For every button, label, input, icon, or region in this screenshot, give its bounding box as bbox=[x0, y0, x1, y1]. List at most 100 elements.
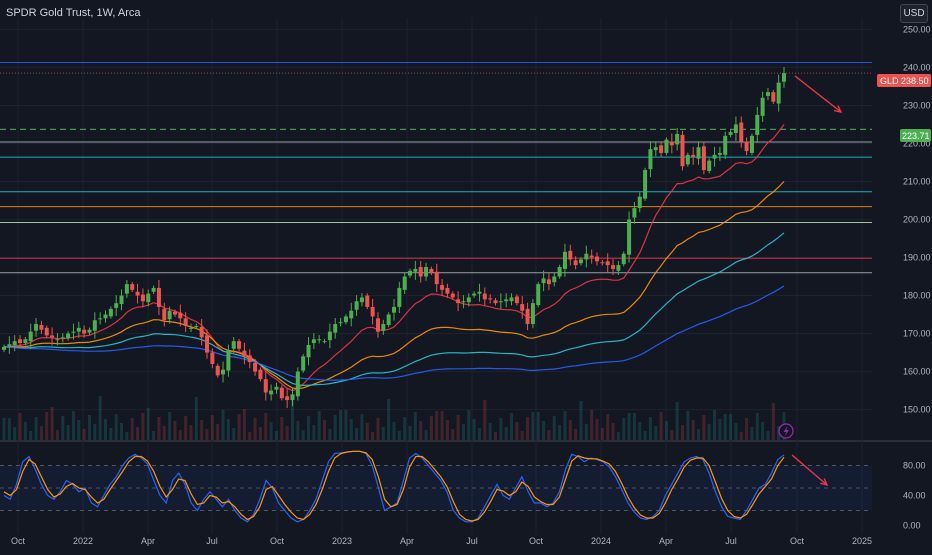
volume-bar bbox=[2, 418, 6, 440]
volume-bar bbox=[339, 410, 343, 440]
volume-bar bbox=[98, 396, 102, 440]
volume-bar bbox=[494, 432, 498, 440]
candle-body bbox=[541, 278, 546, 284]
candle-body bbox=[146, 293, 151, 303]
stoch-down-arrow bbox=[791, 454, 828, 486]
volume-bar bbox=[290, 398, 294, 440]
candle-body bbox=[536, 284, 541, 306]
volume-bar bbox=[7, 418, 11, 440]
volume-bar bbox=[627, 413, 631, 440]
volume-bar bbox=[723, 414, 727, 440]
candle-body bbox=[178, 312, 183, 319]
volume-bar bbox=[408, 426, 412, 440]
volume-bar bbox=[424, 430, 428, 440]
candle-body bbox=[333, 324, 338, 333]
volume-bar bbox=[670, 430, 674, 440]
volume-bar bbox=[253, 418, 257, 440]
lightning-icon[interactable] bbox=[778, 423, 794, 439]
candle-body bbox=[66, 333, 71, 339]
candle-body bbox=[504, 299, 509, 302]
candle-body bbox=[408, 270, 413, 276]
volume-bar bbox=[55, 430, 59, 440]
volume-bar bbox=[189, 425, 193, 440]
volume-bar bbox=[77, 420, 81, 440]
candle-body bbox=[749, 135, 754, 153]
currency-button[interactable]: USD bbox=[900, 4, 928, 23]
candle-body bbox=[530, 303, 535, 325]
volume-bar bbox=[200, 420, 204, 440]
candle-body bbox=[34, 324, 39, 331]
volume-bar bbox=[104, 419, 108, 440]
volume-bar bbox=[93, 424, 97, 440]
candle-body bbox=[723, 135, 728, 155]
candle-body bbox=[621, 253, 626, 265]
volume-bar bbox=[435, 411, 439, 440]
candle-body bbox=[7, 344, 12, 346]
volume-bar bbox=[504, 427, 508, 440]
volume-bar bbox=[61, 416, 65, 440]
volume-bar bbox=[205, 429, 209, 440]
x-tick-label: 2023 bbox=[332, 536, 352, 546]
stoch-line bbox=[3, 450, 785, 523]
volume-bar bbox=[552, 416, 556, 440]
candle-body bbox=[23, 339, 28, 344]
volume-bar bbox=[328, 429, 332, 440]
volume-bar bbox=[34, 417, 38, 440]
candle-body bbox=[55, 339, 60, 341]
candle-body bbox=[456, 299, 461, 304]
volume-bar bbox=[264, 413, 268, 440]
price-tag-bg bbox=[877, 74, 931, 87]
volume-bar bbox=[654, 426, 658, 440]
candle-body bbox=[595, 256, 600, 262]
x-tick-label: Oct bbox=[270, 536, 285, 546]
candle-body bbox=[2, 346, 6, 350]
ema-line bbox=[3, 181, 785, 390]
candle-body bbox=[39, 324, 44, 330]
volume-bar bbox=[18, 413, 22, 440]
candle-body bbox=[493, 300, 498, 304]
volume-bar bbox=[285, 426, 289, 440]
candle-body bbox=[167, 310, 172, 320]
stoch-line bbox=[3, 450, 785, 522]
candle-body bbox=[546, 279, 551, 285]
candle-body bbox=[162, 308, 167, 321]
candle-body bbox=[18, 339, 23, 344]
candle-body bbox=[520, 304, 525, 311]
candle-body bbox=[199, 326, 204, 338]
volume-bars bbox=[2, 396, 786, 440]
volume-bar bbox=[659, 412, 663, 440]
candle-body bbox=[119, 295, 124, 305]
candle-body bbox=[28, 331, 33, 342]
volume-bar bbox=[162, 426, 166, 440]
y-tick-label: 240.00 bbox=[903, 62, 931, 72]
candle-body bbox=[194, 325, 199, 327]
candle-body bbox=[632, 208, 637, 218]
candle-body bbox=[130, 284, 135, 290]
volume-bar bbox=[707, 424, 711, 440]
candle-body bbox=[285, 396, 290, 401]
candle-body bbox=[205, 335, 210, 353]
candle-body bbox=[429, 268, 434, 273]
candle-body bbox=[135, 291, 140, 296]
candle-body bbox=[717, 152, 722, 155]
volume-bar bbox=[178, 430, 182, 440]
volume-bar bbox=[403, 417, 407, 440]
candle-body bbox=[450, 293, 455, 298]
candle-body bbox=[50, 335, 55, 338]
candle-body bbox=[317, 339, 322, 341]
volume-bar bbox=[248, 432, 252, 440]
volume-bar bbox=[536, 412, 540, 440]
x-tick-label: 2022 bbox=[73, 536, 93, 546]
candle-body bbox=[578, 259, 583, 264]
candle-body bbox=[643, 170, 648, 199]
y-tick-label: 250.00 bbox=[903, 24, 931, 34]
volume-bar bbox=[713, 410, 717, 440]
candle-body bbox=[60, 337, 65, 339]
candle-body bbox=[605, 261, 610, 266]
x-tick-label: Apr bbox=[141, 536, 155, 546]
volume-bar bbox=[510, 413, 514, 440]
candle-body bbox=[659, 145, 664, 153]
ema-line bbox=[3, 124, 785, 392]
volume-bar bbox=[269, 422, 273, 440]
